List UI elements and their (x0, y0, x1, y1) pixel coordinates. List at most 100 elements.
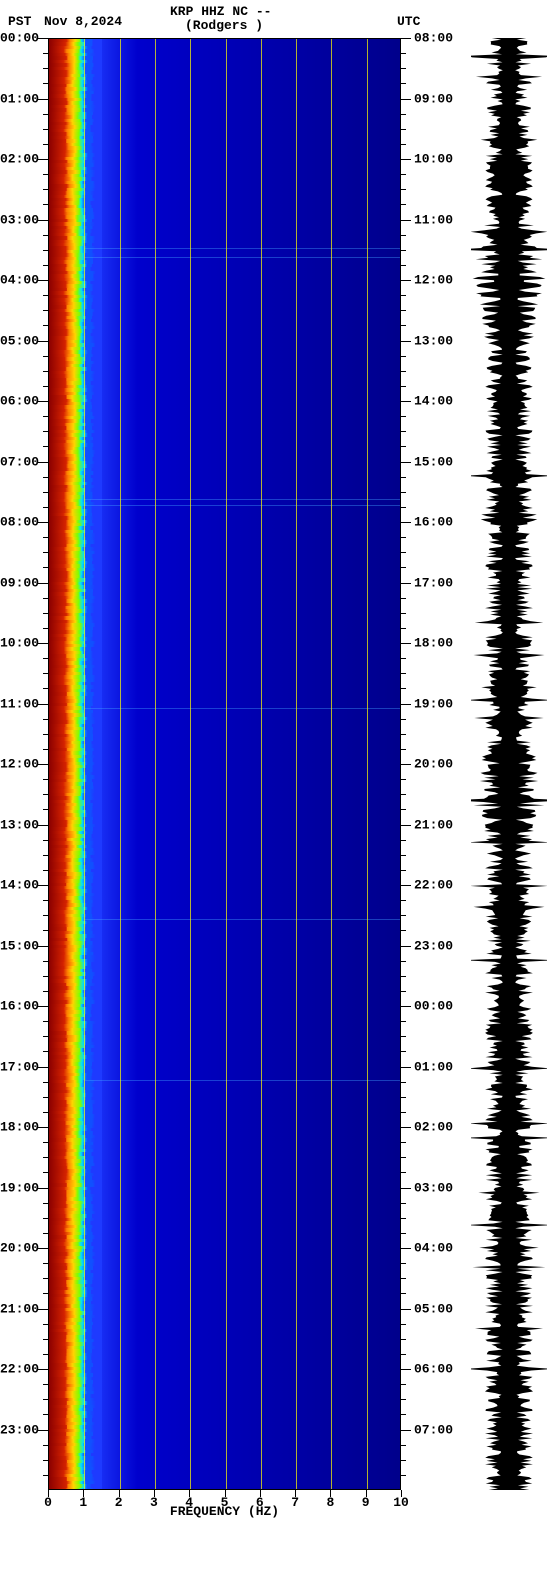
pst-minor-tick (43, 976, 48, 977)
pst-tick (38, 401, 48, 402)
utc-minor-tick (401, 371, 406, 372)
pst-minor-tick (43, 961, 48, 962)
frequency-tick-label: 1 (79, 1495, 87, 1510)
pst-minor-tick (43, 855, 48, 856)
pst-time-label: 04:00 (0, 273, 36, 288)
pst-tick (38, 1127, 48, 1128)
pst-minor-tick (43, 734, 48, 735)
pst-minor-tick (43, 507, 48, 508)
pst-tick (38, 1248, 48, 1249)
utc-time-label: 00:00 (414, 999, 453, 1014)
utc-minor-tick (401, 386, 406, 387)
utc-tick (401, 341, 411, 342)
utc-time-label: 22:00 (414, 878, 453, 893)
pst-minor-tick (43, 1445, 48, 1446)
pst-minor-tick (43, 598, 48, 599)
utc-minor-tick (401, 991, 406, 992)
pst-tick (38, 159, 48, 160)
pst-time-label: 18:00 (0, 1120, 36, 1135)
utc-minor-tick (401, 900, 406, 901)
utc-time-label: 08:00 (414, 31, 453, 46)
utc-minor-tick (401, 250, 406, 251)
pst-time-label: 21:00 (0, 1301, 36, 1316)
utc-time-label: 05:00 (414, 1301, 453, 1316)
utc-minor-tick (401, 1112, 406, 1113)
utc-time-label: 17:00 (414, 575, 453, 590)
pst-tick (38, 38, 48, 39)
utc-minor-tick (401, 129, 406, 130)
utc-minor-tick (401, 295, 406, 296)
pst-tick (38, 280, 48, 281)
utc-minor-tick (401, 235, 406, 236)
waveform-svg (471, 38, 547, 1490)
pst-minor-tick (43, 1339, 48, 1340)
pst-tick (38, 764, 48, 765)
utc-time-label: 19:00 (414, 696, 453, 711)
frequency-tick-label: 6 (256, 1495, 264, 1510)
pst-minor-tick (43, 1324, 48, 1325)
utc-minor-tick (401, 1263, 406, 1264)
pst-tick (38, 946, 48, 947)
pst-tick (38, 99, 48, 100)
tz-right-label: UTC (397, 14, 420, 29)
utc-minor-tick (401, 961, 406, 962)
utc-minor-tick (401, 537, 406, 538)
utc-tick (401, 1188, 411, 1189)
pst-minor-tick (43, 628, 48, 629)
pst-minor-tick (43, 658, 48, 659)
pst-time-label: 23:00 (0, 1422, 36, 1437)
utc-time-label: 21:00 (414, 817, 453, 832)
pst-minor-tick (43, 1051, 48, 1052)
station-line2: (Rodgers ) (185, 18, 263, 33)
pst-time-label: 22:00 (0, 1362, 36, 1377)
utc-minor-tick (401, 658, 406, 659)
pst-minor-tick (43, 325, 48, 326)
pst-minor-tick (43, 1097, 48, 1098)
pst-tick (38, 1369, 48, 1370)
pst-time-label: 00:00 (0, 31, 36, 46)
pst-minor-tick (43, 1218, 48, 1219)
pst-tick (38, 341, 48, 342)
utc-tick (401, 764, 411, 765)
pst-time-label: 12:00 (0, 757, 36, 772)
pst-minor-tick (43, 204, 48, 205)
frequency-tick-label: 10 (393, 1495, 409, 1510)
utc-minor-tick (401, 1293, 406, 1294)
utc-minor-tick (401, 1278, 406, 1279)
pst-minor-tick (43, 265, 48, 266)
pst-tick (38, 462, 48, 463)
utc-minor-tick (401, 1460, 406, 1461)
utc-time-label: 10:00 (414, 152, 453, 167)
frequency-tick-label: 8 (326, 1495, 334, 1510)
frequency-gridline (190, 39, 191, 1489)
pst-time-label: 10:00 (0, 636, 36, 651)
pst-minor-tick (43, 310, 48, 311)
utc-minor-tick (401, 1384, 406, 1385)
pst-minor-tick (43, 1399, 48, 1400)
pst-minor-tick (43, 1142, 48, 1143)
pst-time-label: 09:00 (0, 575, 36, 590)
pst-tick (38, 643, 48, 644)
utc-time-label: 20:00 (414, 757, 453, 772)
pst-minor-tick (43, 235, 48, 236)
utc-minor-tick (401, 356, 406, 357)
pst-minor-tick (43, 1384, 48, 1385)
pst-minor-tick (43, 68, 48, 69)
utc-tick (401, 1369, 411, 1370)
pst-minor-tick (43, 1354, 48, 1355)
frequency-tick-label: 4 (185, 1495, 193, 1510)
pst-tick (38, 1309, 48, 1310)
utc-minor-tick (401, 1399, 406, 1400)
utc-minor-tick (401, 1021, 406, 1022)
pst-time-label: 16:00 (0, 999, 36, 1014)
pst-minor-tick (43, 53, 48, 54)
pst-minor-tick (43, 250, 48, 251)
utc-minor-tick (401, 431, 406, 432)
pst-time-label: 07:00 (0, 454, 36, 469)
frequency-gridline (296, 39, 297, 1489)
pst-minor-tick (43, 1036, 48, 1037)
pst-minor-tick (43, 1414, 48, 1415)
pst-minor-tick (43, 446, 48, 447)
frequency-gridline (261, 39, 262, 1489)
utc-time-label: 11:00 (414, 212, 453, 227)
